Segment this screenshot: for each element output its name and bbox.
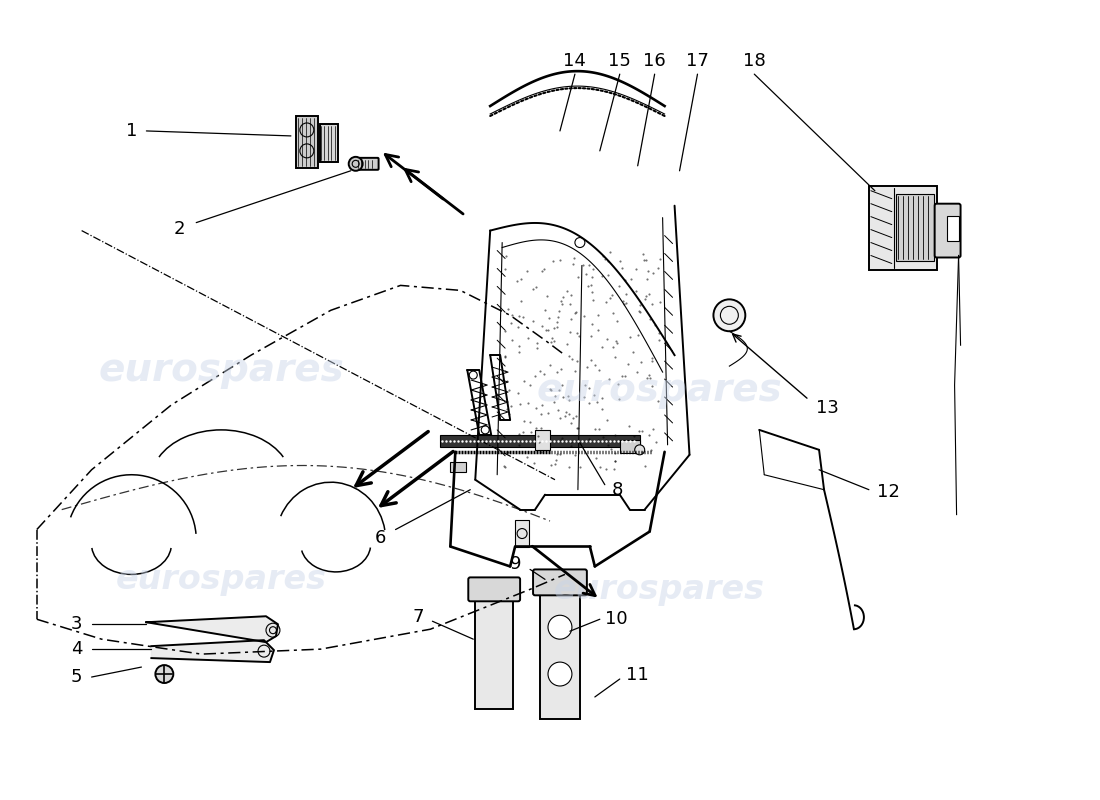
Text: eurospares: eurospares (116, 563, 327, 596)
Circle shape (548, 662, 572, 686)
Polygon shape (152, 640, 274, 662)
Text: eurospares: eurospares (554, 573, 766, 606)
FancyBboxPatch shape (895, 194, 934, 262)
FancyBboxPatch shape (469, 578, 520, 602)
Text: eurospares: eurospares (537, 371, 782, 409)
Text: 8: 8 (612, 481, 624, 498)
Text: 12: 12 (878, 482, 900, 501)
Text: eurospares: eurospares (98, 351, 344, 389)
FancyBboxPatch shape (354, 158, 378, 170)
Text: 15: 15 (608, 52, 631, 70)
FancyBboxPatch shape (534, 570, 587, 595)
Circle shape (266, 623, 279, 637)
FancyBboxPatch shape (619, 440, 640, 453)
FancyBboxPatch shape (535, 430, 550, 450)
Circle shape (635, 445, 645, 455)
Text: 11: 11 (626, 666, 649, 684)
Text: 18: 18 (742, 52, 766, 70)
FancyBboxPatch shape (475, 594, 513, 709)
Circle shape (714, 299, 746, 331)
Circle shape (349, 157, 363, 170)
Text: 6: 6 (375, 529, 386, 546)
Text: 14: 14 (563, 52, 586, 70)
FancyBboxPatch shape (947, 216, 958, 241)
FancyBboxPatch shape (869, 186, 937, 270)
FancyBboxPatch shape (440, 435, 640, 447)
FancyBboxPatch shape (450, 462, 466, 472)
Text: 4: 4 (70, 640, 82, 658)
Text: 2: 2 (174, 219, 185, 238)
FancyBboxPatch shape (515, 519, 529, 547)
Text: 5: 5 (70, 668, 82, 686)
Circle shape (548, 615, 572, 639)
FancyBboxPatch shape (935, 204, 960, 258)
Text: 13: 13 (815, 399, 838, 417)
Text: 7: 7 (412, 608, 425, 626)
Text: 9: 9 (510, 555, 521, 574)
FancyBboxPatch shape (540, 590, 580, 719)
Circle shape (155, 665, 174, 683)
Text: 17: 17 (686, 52, 708, 70)
Text: 10: 10 (605, 610, 628, 628)
Polygon shape (146, 616, 278, 642)
FancyBboxPatch shape (296, 116, 318, 168)
Text: 1: 1 (125, 122, 138, 140)
Text: 16: 16 (644, 52, 666, 70)
Text: 3: 3 (70, 615, 82, 634)
FancyBboxPatch shape (320, 124, 338, 162)
